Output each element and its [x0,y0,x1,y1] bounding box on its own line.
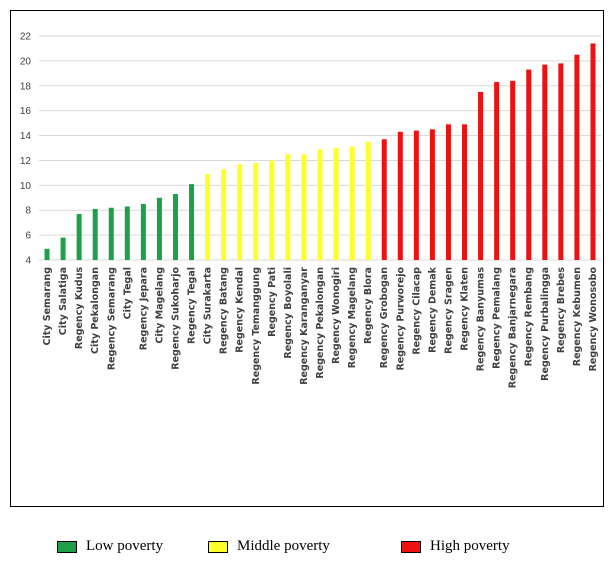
bar [462,124,468,260]
chart-legend: Low poverty Middle poverty High poverty [0,538,612,562]
x-tick-label: Regency Brebes [556,267,567,354]
x-tick-label: Regency Semarang [106,267,117,370]
y-tick-label: 12 [20,156,32,167]
x-tick-label: Regency Cilacap [411,267,422,355]
bar [172,194,178,260]
bar [317,149,323,260]
bar [108,207,114,260]
x-tick-label: City Surakarta [203,267,214,344]
legend-item-high: High poverty [401,538,510,555]
bar [44,248,50,260]
x-tick-label: Regency Sragen [443,267,454,354]
x-tick-label: City Magelang [154,267,165,344]
y-tick-label: 22 [20,32,32,43]
y-tick-label: 4 [25,256,31,267]
x-tick-label: Regency Klaten [460,267,471,351]
legend-item-middle: Middle poverty [208,538,330,555]
bar [140,204,146,260]
bar [558,63,564,260]
bar [413,130,419,260]
x-tick-label: Regency Magelang [347,267,358,368]
bar [542,64,548,260]
legend-label-low: Low poverty [86,538,164,554]
bar [365,141,371,260]
bar [478,92,484,260]
x-tick-label: Regency Batang [219,267,230,354]
legend-label-high: High poverty [430,538,510,554]
bar [494,82,500,261]
x-tick-label: Regency Pekalongan [315,267,326,379]
bar [510,80,516,260]
x-tick-label: Regency Blora [363,267,374,344]
bar [349,146,355,260]
bar [205,174,211,260]
y-tick-label: 18 [20,81,32,92]
bar [574,54,580,260]
x-tick-label: Regency Pati [267,267,278,337]
bar [590,43,596,260]
bar [221,169,227,260]
x-tick-label: Regency Kendal [235,267,246,353]
y-tick-label: 10 [20,181,32,192]
y-tick-label: 16 [20,106,32,117]
x-tick-label: Regency Kudus [74,267,85,349]
x-tick-label: Regency Karanganyar [299,267,310,385]
x-tick-label: Regency Boyolali [283,267,294,359]
x-tick-label: Regency Kebumen [572,267,583,366]
bar [92,208,98,260]
legend-swatch-high [401,540,421,553]
bar-chart: 4 6 8 10 12 14 16 18 20 22 City Semarang City Salat… [20,32,601,388]
x-tick-label: City Salatiga [58,267,69,335]
x-tick-label: Regency Purworejo [395,267,406,371]
bar [301,154,307,260]
bar [526,69,532,260]
bar [124,206,130,260]
bar [60,237,66,260]
bar [285,154,291,260]
bar [333,148,339,260]
x-tick-label: Regency Wonosobo [588,267,599,372]
x-tick-label: Regency Grobogan [379,267,390,368]
x-tick-label: Regency Wonogiri [331,267,342,364]
y-tick-label: 6 [25,231,31,242]
legend-swatch-middle [208,540,228,553]
bar [156,197,162,260]
x-tick-label: City Tegal [122,267,133,319]
x-tick-label: Regency Purbalingga [540,267,551,381]
y-tick-label: 8 [25,206,31,217]
x-tick-label: Regency Rembang [524,267,535,366]
y-tick-label: 20 [20,56,32,67]
bar [269,160,275,260]
bar [189,184,195,260]
bar [237,164,243,260]
legend-label-middle: Middle poverty [237,538,330,554]
bar [253,162,259,260]
bar [397,131,403,260]
bar [381,139,387,260]
x-tick-label: Regency Banjarnegara [508,267,519,388]
x-tick-label: Regency Demak [427,266,438,353]
x-tick-label: City Semarang [42,267,53,346]
chart-frame: 4 6 8 10 12 14 16 18 20 22 City Semarang City Salat… [10,10,604,507]
x-tick-label: Regency Temanggung [251,267,262,385]
x-tick-label: City Pekalongan [90,267,101,354]
x-tick-label: Regency Jepara [138,267,149,350]
x-tick-label: Regency Banyumas [476,267,487,372]
legend-swatch-low [57,540,77,553]
bar [76,213,82,260]
x-tick-label: Regency Sukoharjo [170,267,181,370]
legend-item-low: Low poverty [57,538,163,555]
y-tick-label: 14 [20,131,32,142]
bar [445,124,451,260]
x-tick-label: Regency Pemalang [492,267,503,369]
x-tick-label: Regency Tegal [187,267,198,344]
bar [429,129,435,260]
